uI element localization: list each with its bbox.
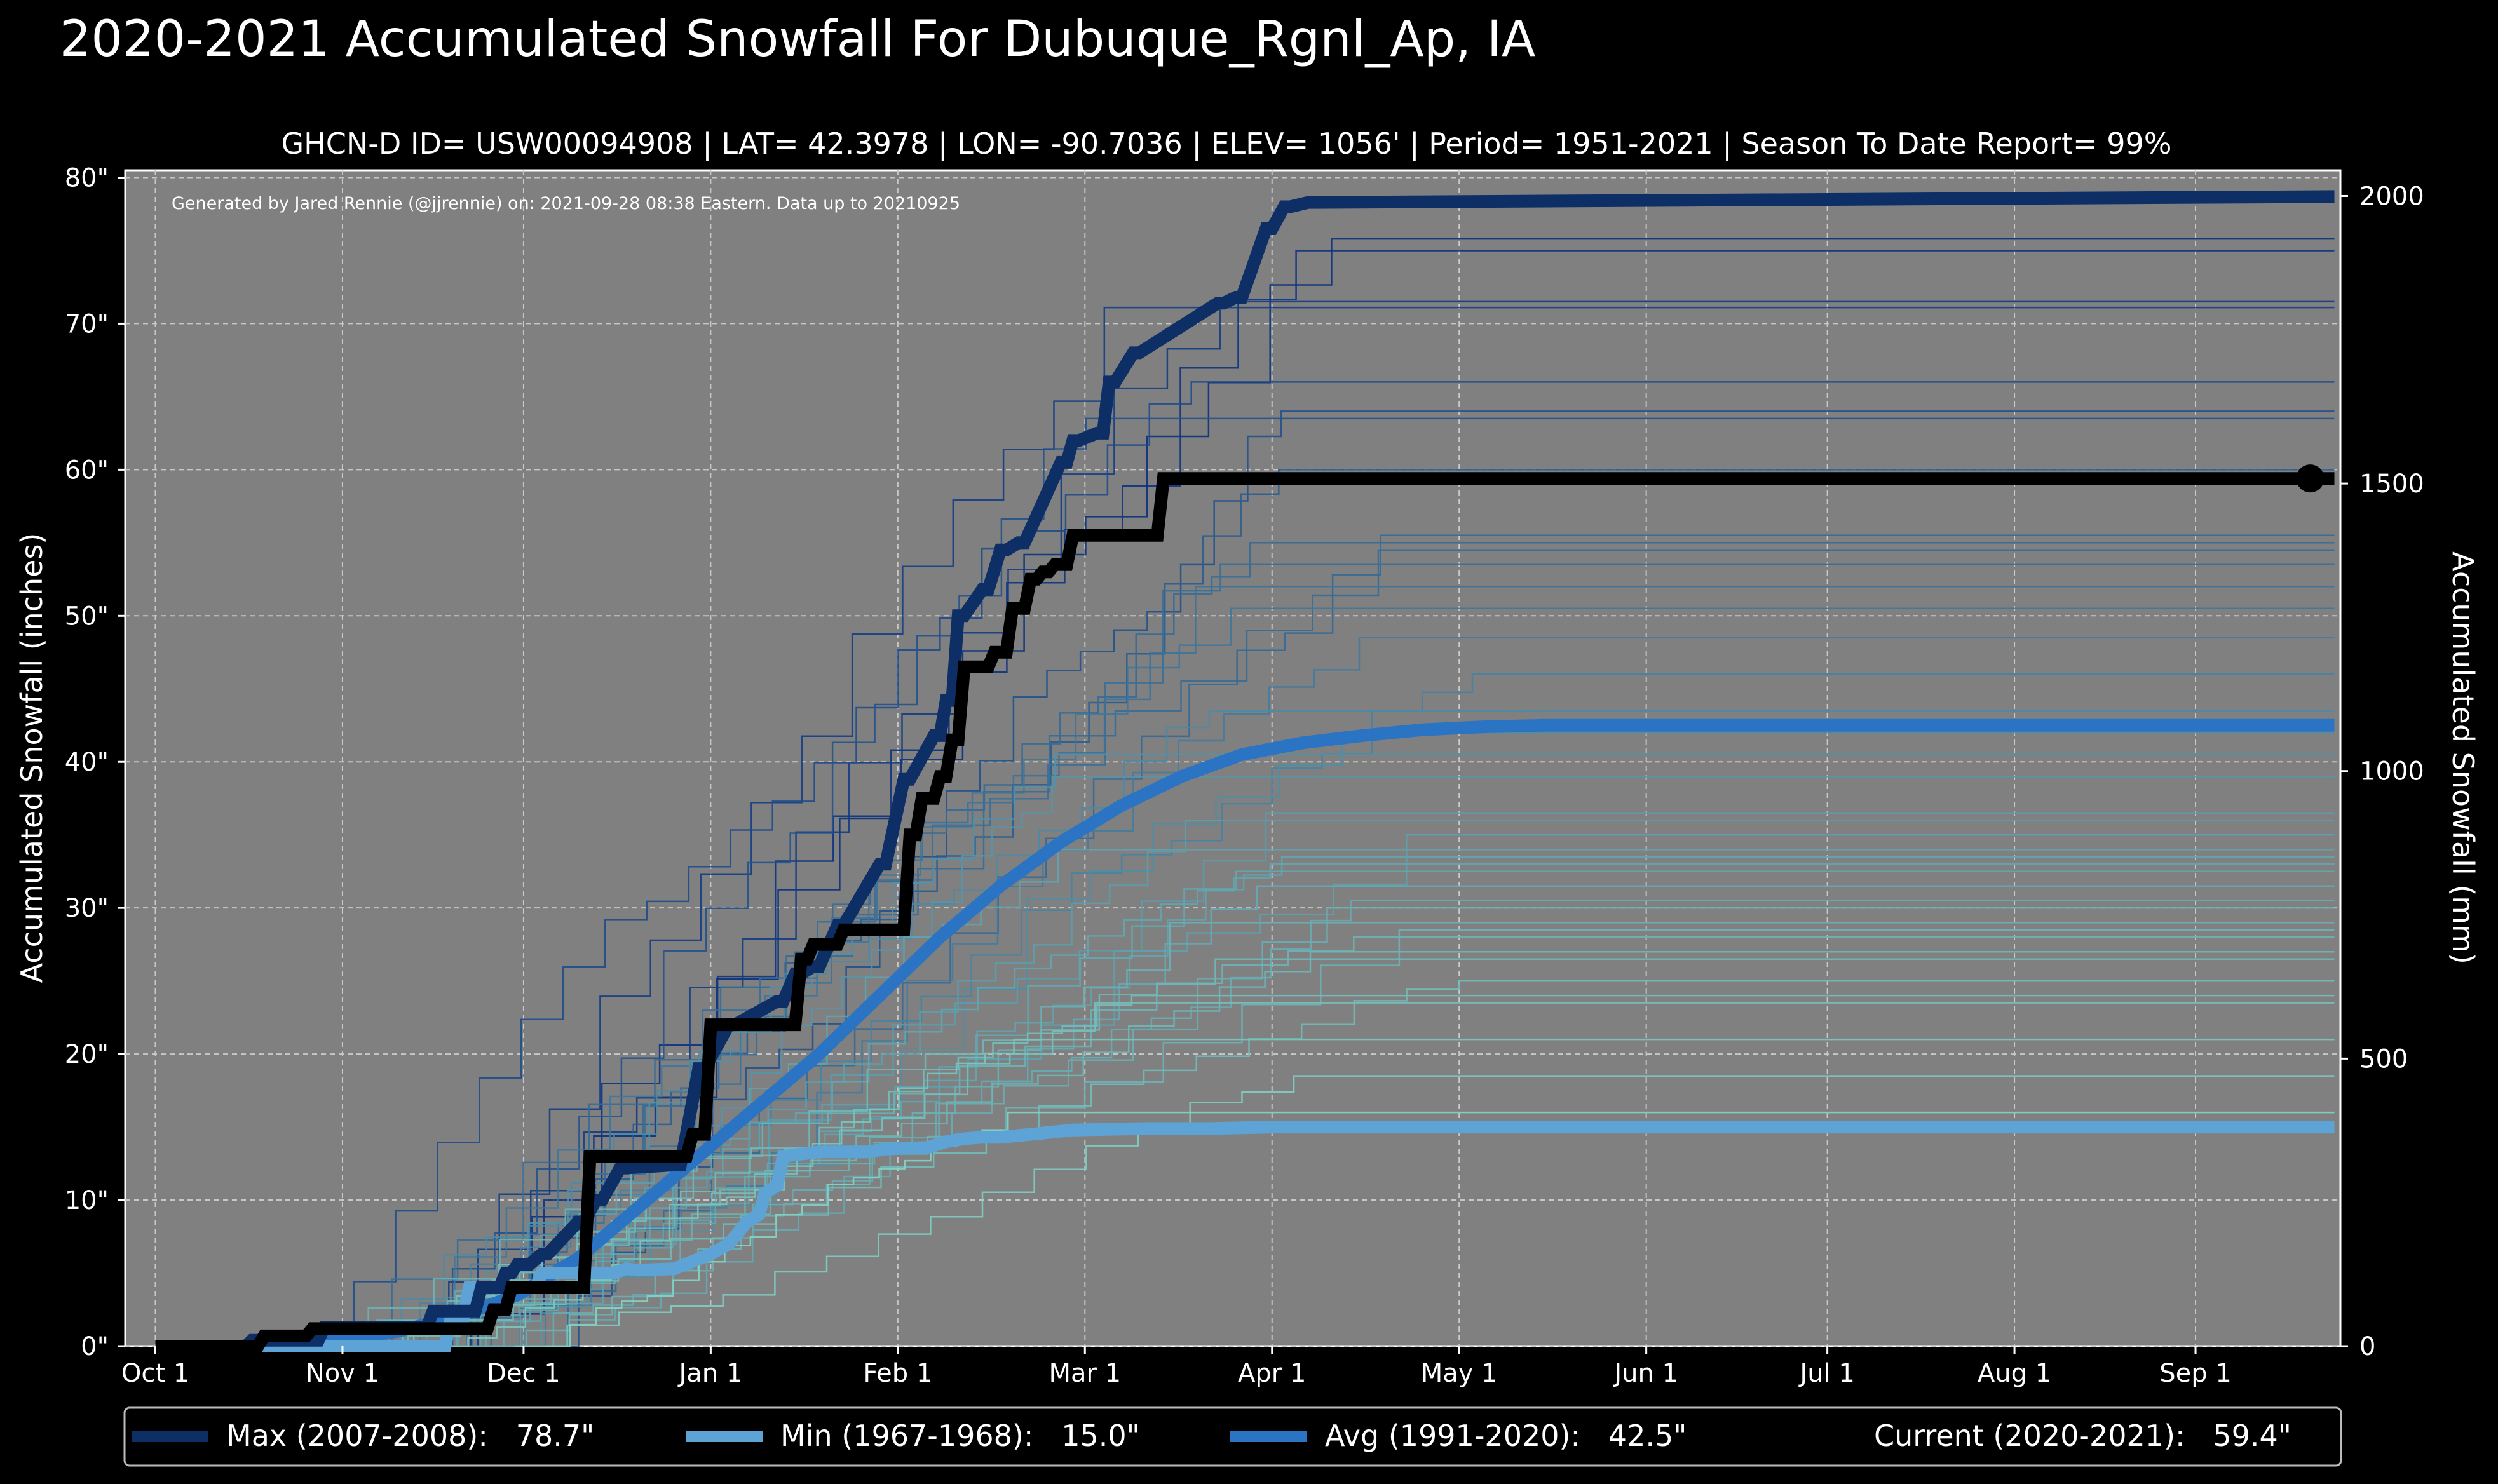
current-season-endpoint [2296,464,2325,493]
historical-season-line [428,250,2335,1347]
historical-season-line [439,1038,2335,1347]
highlight-series [155,190,2335,1352]
x-tick-label: Apr 1 [1238,1359,1306,1388]
legend-label-min: Min (1967-1968): 15.0" [780,1419,1140,1453]
x-tick-label: May 1 [1421,1359,1498,1388]
x-tick-label: Feb 1 [863,1359,932,1388]
y-right-tick-label: 1500 [2359,469,2424,499]
legend-item-max: Max (2007-2008): 78.7" [132,1419,594,1453]
y-tick-label: 50" [65,602,109,631]
y-axis-right: 0 500 1000 1500 2000 [2340,182,2424,1361]
legend-item-min: Min (1967-1968): 15.0" [686,1419,1140,1453]
legend-label-max: Max (2007-2008): 78.7" [226,1419,594,1453]
historical-season-line [302,936,2335,1347]
y-axis-left: 0" 10" 20" 30" 40" 50" 60" 70" 80" [65,163,125,1361]
x-tick-label: Sep 1 [2159,1359,2232,1388]
historical-season-line [515,1075,2335,1347]
series-avg-line [275,718,2335,1351]
y-right-tick-label: 2000 [2359,182,2424,211]
x-axis: Oct 1 Nov 1 Dec 1 Jan 1 Feb 1 Mar 1 Apr 1 May 1… [121,1346,2232,1388]
historical-season-line [383,833,2335,1347]
historical-season-line [326,549,2335,1347]
x-tick-label: Aug 1 [1978,1359,2051,1388]
y-right-tick-label: 1000 [2359,757,2424,786]
legend-item-avg: Avg (1991-2020): 42.5" [1230,1419,1687,1453]
y-tick-label: 80" [65,163,109,192]
y-axis-right-label: Accumulated Snowfall (mm) [2446,551,2480,964]
historical-season-line [371,1002,2335,1347]
x-tick-label: Mar 1 [1049,1359,1121,1388]
historical-season-line [520,534,2335,1347]
y-right-tick-label: 0 [2359,1332,2375,1361]
chart-subtitle: GHCN-D ID= USW00094908 | LAT= 42.3978 | … [282,126,2172,161]
y-right-tick-label: 500 [2359,1044,2408,1074]
y-tick-label: 0" [81,1332,109,1361]
x-tick-label: Oct 1 [121,1359,189,1388]
y-axis-left-label: Accumulated Snowfall (inches) [15,533,49,983]
y-tick-label: 40" [65,748,109,777]
y-tick-label: 60" [65,455,109,485]
series-max-line [155,190,2335,1352]
x-tick-label: Jan 1 [677,1359,742,1388]
credit-text: Generated by Jared Rennie (@jjrennie) on… [172,194,960,213]
x-tick-label: Jun 1 [1612,1359,1678,1388]
historical-season-line [365,753,2335,1347]
y-tick-label: 10" [65,1186,109,1215]
x-tick-label: Jul 1 [1798,1359,1854,1388]
x-tick-label: Dec 1 [487,1359,560,1388]
historical-season-line [398,306,2335,1347]
y-tick-label: 30" [65,894,109,923]
legend-label-avg: Avg (1991-2020): 42.5" [1325,1419,1687,1453]
y-tick-label: 70" [65,309,109,339]
legend-label-current: Current (2020-2021): 59.4" [1874,1419,2291,1453]
historical-season-line [311,381,2335,1347]
chart-title: 2020-2021 Accumulated Snowfall For Dubuq… [60,11,1535,68]
series-current-line [155,472,2335,1352]
historical-season-line [500,637,2335,1347]
legend-item-current: Current (2020-2021): 59.4" [1793,1419,2291,1453]
historical-season-line [461,732,2335,1347]
y-tick-label: 20" [65,1040,109,1069]
x-tick-label: Nov 1 [306,1359,379,1388]
